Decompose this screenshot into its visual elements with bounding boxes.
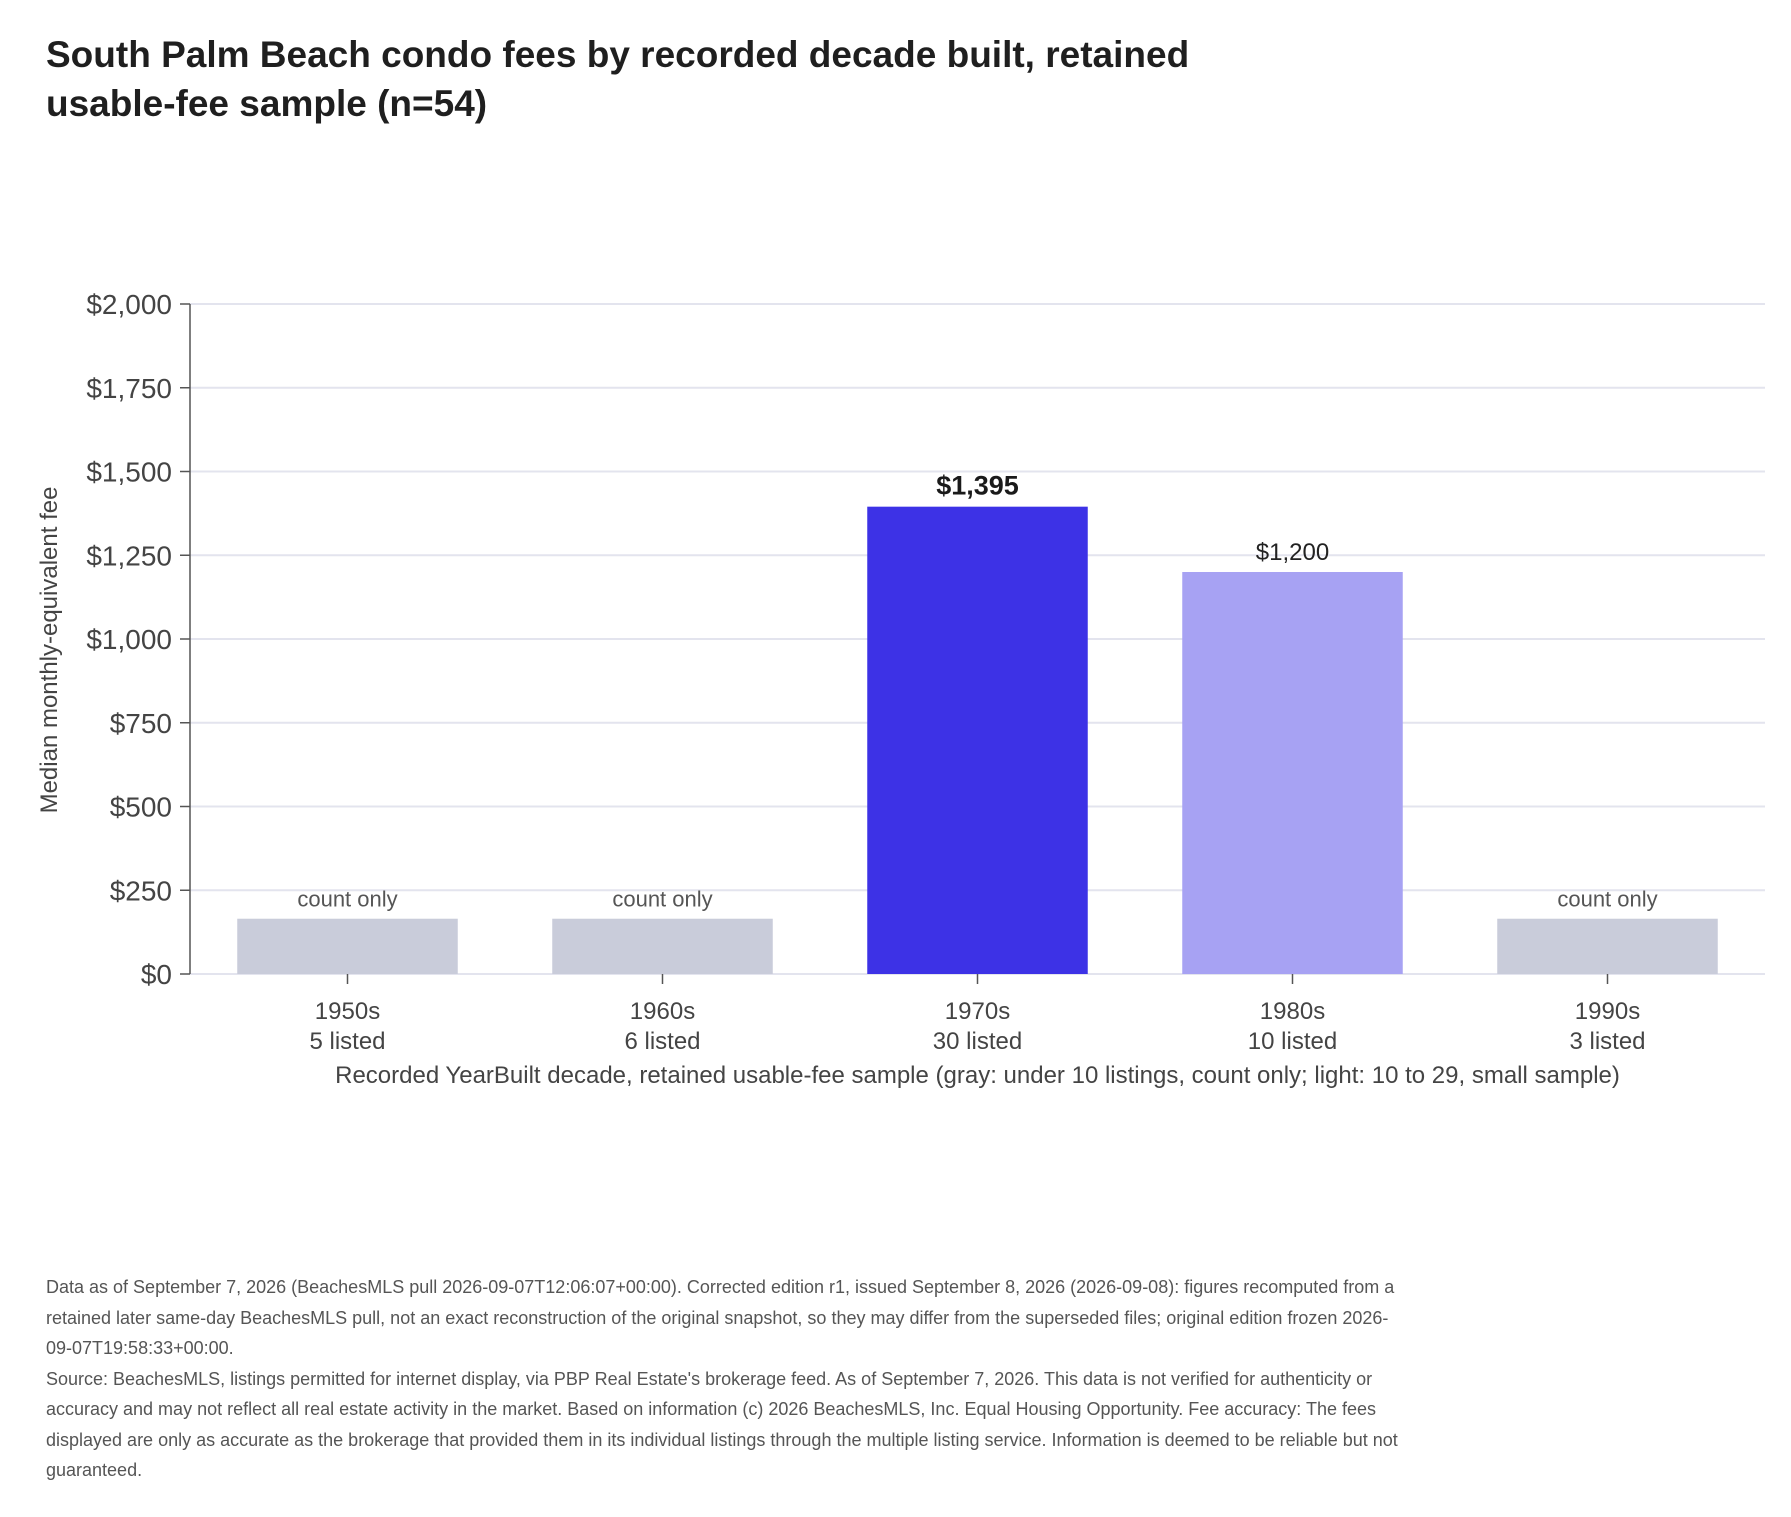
bar-1980s bbox=[1182, 572, 1403, 974]
x-tick-count-label: 6 listed bbox=[624, 1028, 700, 1055]
value-label-1980s: $1,200 bbox=[1256, 539, 1329, 566]
x-tick-count-label: 5 listed bbox=[309, 1028, 385, 1055]
x-tick-label: 1960s bbox=[630, 998, 695, 1025]
x-tick-label: 1970s bbox=[945, 998, 1010, 1025]
x-tick-count-label: 30 listed bbox=[933, 1028, 1022, 1055]
y-tick-label: $500 bbox=[110, 792, 172, 823]
y-tick-label: $1,500 bbox=[86, 457, 172, 488]
x-axis-ticks: 1950s 5 listed 1960s 6 listed 1970s 30 listed… bbox=[309, 974, 1646, 1055]
y-tick-label: $2,000 bbox=[86, 289, 172, 320]
x-tick-label: 1980s bbox=[1260, 998, 1325, 1025]
y-tick-label: $1,750 bbox=[86, 373, 172, 404]
bar-value-labels: count only count only $1,395 $1,200 count on… bbox=[297, 471, 1657, 912]
bar-1960s bbox=[552, 918, 773, 974]
bar-1950s bbox=[237, 918, 458, 974]
value-label-1960s: count only bbox=[612, 887, 712, 912]
bars bbox=[237, 506, 1718, 974]
y-tick-label: $1,000 bbox=[86, 624, 172, 655]
y-tick-label: $250 bbox=[110, 875, 172, 906]
bar-1990s bbox=[1497, 918, 1718, 974]
y-axis-title: Median monthly-equivalent fee bbox=[36, 487, 63, 814]
value-label-1970s: $1,395 bbox=[936, 471, 1019, 501]
footnote-edition-note: Data as of September 7, 2026 (BeachesMLS… bbox=[46, 1277, 1395, 1358]
x-axis-title: Recorded YearBuilt decade, retained usab… bbox=[335, 1062, 1620, 1089]
bar-1970s bbox=[867, 506, 1088, 974]
x-tick-label: 1950s bbox=[315, 998, 380, 1025]
chart-title: South Palm Beach condo fees by recorded … bbox=[46, 34, 1190, 124]
y-axis-ticks: $0 $250 $500 $750 $1,000 $1,250 $1,500 $1,750 $2… bbox=[86, 289, 190, 990]
y-tick-label: $750 bbox=[110, 708, 172, 739]
value-label-1950s: count only bbox=[297, 887, 397, 912]
y-tick-label: $1,250 bbox=[86, 540, 172, 571]
footnote-source-note: Source: BeachesMLS, listings permitted f… bbox=[46, 1368, 1398, 1481]
x-tick-count-label: 3 listed bbox=[1569, 1028, 1645, 1055]
value-label-1990s: count only bbox=[1557, 887, 1657, 912]
footnote: Data as of September 7, 2026 (BeachesMLS… bbox=[46, 1272, 1406, 1486]
x-tick-count-label: 10 listed bbox=[1248, 1028, 1337, 1055]
y-tick-label: $0 bbox=[141, 959, 172, 990]
x-tick-label: 1990s bbox=[1575, 998, 1640, 1025]
